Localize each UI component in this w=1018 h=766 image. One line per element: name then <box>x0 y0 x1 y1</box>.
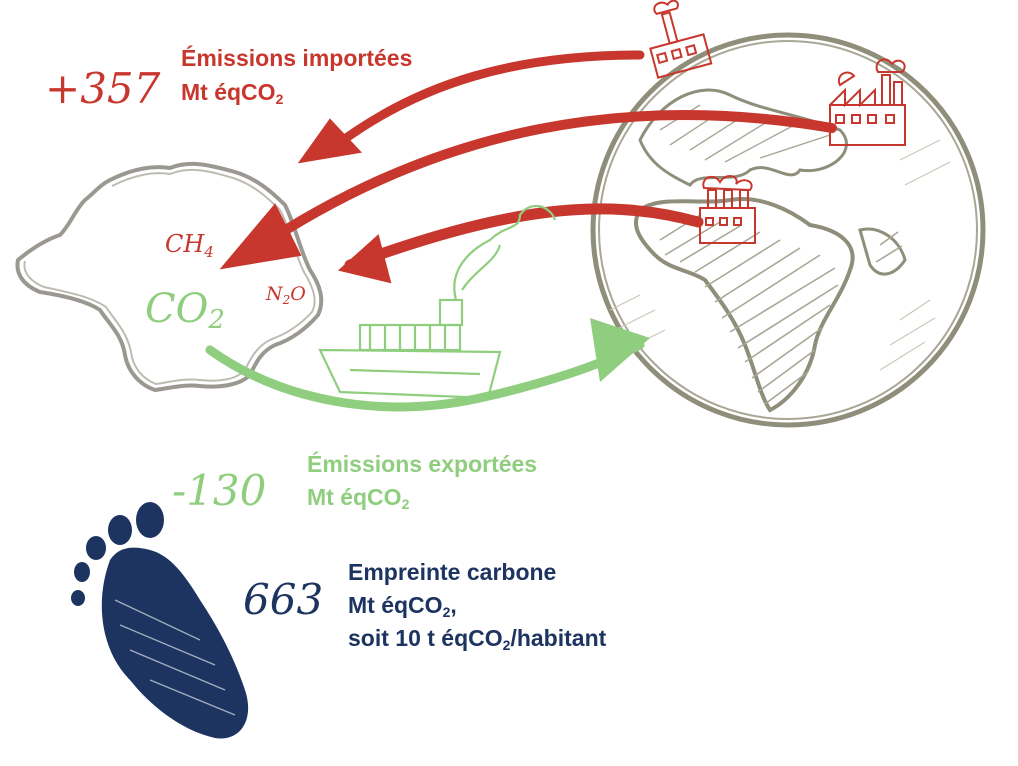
exported-value: -130 <box>172 466 266 515</box>
footprint-icon <box>71 502 249 739</box>
export-arrow-icon <box>205 318 650 412</box>
exported-title: Émissions exportées <box>307 450 537 477</box>
footprint-value: 663 <box>243 575 323 624</box>
footprint-per-capita: soit 10 t éqCO2/habitant <box>348 625 607 653</box>
co2-label: CO2 <box>145 286 225 335</box>
n2o-label: N2O <box>265 283 306 307</box>
ch4-label: CH4 <box>165 230 214 261</box>
import-arrow-icon <box>219 50 837 284</box>
imported-value: +357 <box>45 64 161 113</box>
factory-icon <box>649 0 906 244</box>
footprint-unit: Mt éqCO2, <box>348 592 457 620</box>
cargo-ship-icon <box>318 204 557 400</box>
france-map-icon <box>15 161 324 392</box>
footprint-title: Empreinte carbone <box>348 559 556 585</box>
exported-unit: Mt éqCO2 <box>307 484 410 512</box>
imported-title: Émissions importées <box>181 44 412 71</box>
globe-icon <box>590 32 986 428</box>
imported-unit: Mt éqCO2 <box>181 79 284 107</box>
